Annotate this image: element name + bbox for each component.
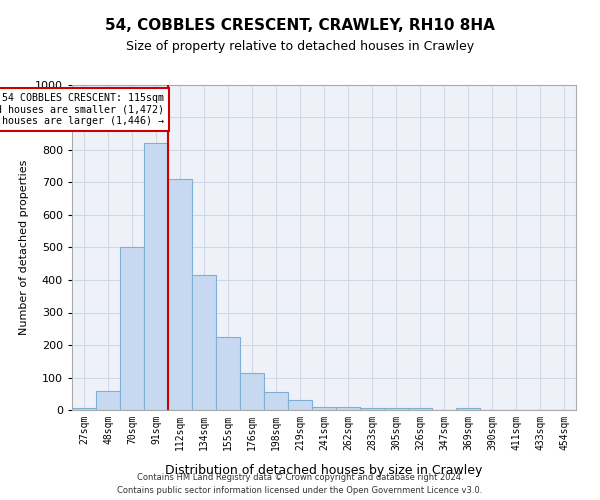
X-axis label: Distribution of detached houses by size in Crawley: Distribution of detached houses by size … <box>166 464 482 477</box>
Y-axis label: Number of detached properties: Number of detached properties <box>19 160 29 335</box>
Bar <box>216 337 240 410</box>
Bar <box>96 390 120 410</box>
Bar <box>384 408 408 410</box>
Bar <box>72 408 96 410</box>
Bar <box>144 144 168 410</box>
Bar <box>288 400 312 410</box>
Bar <box>456 408 480 410</box>
Bar <box>408 408 432 410</box>
Bar <box>240 372 264 410</box>
Bar <box>168 179 192 410</box>
Bar <box>312 407 336 410</box>
Bar <box>192 275 216 410</box>
Bar <box>264 392 288 410</box>
Bar <box>360 408 384 410</box>
Text: Contains HM Land Registry data © Crown copyright and database right 2024.
Contai: Contains HM Land Registry data © Crown c… <box>118 473 482 495</box>
Bar <box>120 248 144 410</box>
Text: 54, COBBLES CRESCENT, CRAWLEY, RH10 8HA: 54, COBBLES CRESCENT, CRAWLEY, RH10 8HA <box>105 18 495 32</box>
Bar <box>336 407 360 410</box>
Text: Size of property relative to detached houses in Crawley: Size of property relative to detached ho… <box>126 40 474 53</box>
Text: 54 COBBLES CRESCENT: 115sqm
← 50% of detached houses are smaller (1,472)
49% of : 54 COBBLES CRESCENT: 115sqm ← 50% of det… <box>0 93 164 126</box>
